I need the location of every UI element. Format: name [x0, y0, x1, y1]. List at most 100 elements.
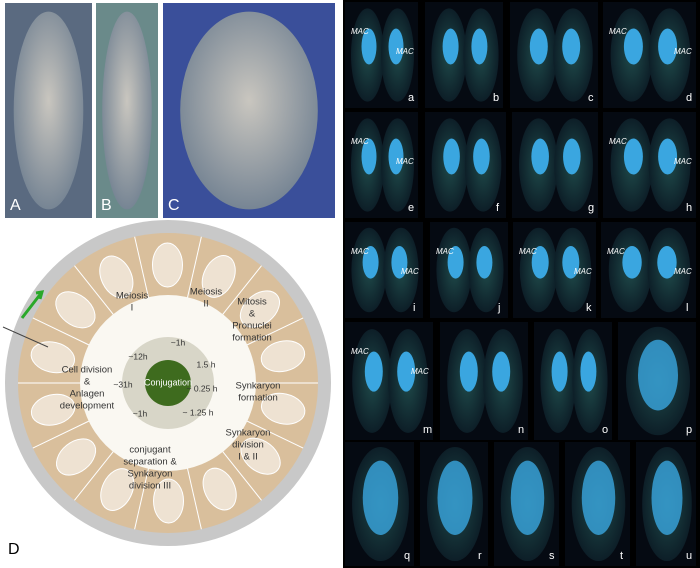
time-label: ~1h — [133, 408, 148, 418]
panel-label: j — [497, 302, 500, 314]
annotation: MAC — [436, 247, 454, 256]
stage-label: development — [60, 401, 115, 412]
time-label: ~12h — [128, 351, 147, 361]
cell-image — [180, 11, 318, 210]
nucleus — [510, 460, 545, 535]
stage-label: Synkaryon — [226, 428, 271, 439]
stage-label: Synkaryon — [128, 469, 173, 480]
nucleus — [362, 246, 379, 279]
stage-label: Anlagen — [70, 389, 105, 400]
nucleus — [580, 351, 597, 392]
cell-sketch — [260, 392, 306, 425]
nucleus — [447, 246, 464, 279]
sector-divider — [32, 317, 92, 347]
panel-label: D — [8, 541, 20, 558]
nucleus — [657, 246, 677, 279]
panel-label: C — [168, 197, 180, 214]
nucleus — [459, 351, 478, 392]
stage-label: Meiosis — [190, 287, 222, 298]
stage-label: Meiosis — [116, 291, 148, 302]
annotation: MAC — [607, 247, 625, 256]
panel-label: s — [549, 550, 555, 562]
cell-sketch — [55, 291, 96, 329]
panel-label: q — [404, 550, 410, 562]
nucleus — [388, 138, 404, 175]
panel-label: n — [518, 424, 524, 436]
nucleus — [623, 138, 643, 175]
panel-label: t — [620, 550, 623, 562]
nucleus — [622, 246, 642, 279]
stage-label: Pronuclei — [232, 321, 272, 332]
sector-divider — [244, 317, 304, 347]
nucleus — [563, 138, 581, 175]
sector-divider — [186, 236, 202, 301]
panel-label: r — [478, 550, 482, 562]
cell-sketch — [56, 438, 97, 476]
cell-sketch — [153, 478, 185, 524]
direction-arrow — [20, 290, 45, 319]
cell-sketch — [201, 255, 236, 298]
stage-label: formation — [232, 333, 272, 344]
nucleus — [442, 28, 459, 65]
nucleus — [492, 351, 511, 392]
nucleus — [361, 28, 377, 65]
center-label: Conjugation — [144, 377, 192, 387]
panel-label: d — [686, 92, 692, 104]
nucleus — [658, 138, 678, 175]
annotation: MAC — [351, 347, 369, 356]
time-label: ~ 1.25 h — [183, 407, 214, 417]
panel-label: l — [686, 302, 688, 314]
stage-label: conjugant — [129, 445, 171, 456]
panel-label: k — [586, 302, 592, 314]
nucleus — [361, 138, 377, 175]
nucleus — [658, 28, 678, 65]
nucleus — [529, 28, 548, 65]
cell-image — [102, 11, 152, 210]
nucleus — [397, 351, 416, 392]
time-label: 1.5 h — [197, 359, 216, 369]
sector-divider — [74, 265, 116, 317]
annotation: MAC — [674, 157, 692, 166]
cell-sketch — [30, 341, 76, 374]
nucleus — [388, 28, 404, 65]
annotation: MAC — [574, 267, 592, 276]
panel-label: m — [423, 424, 432, 436]
nucleus — [362, 460, 399, 535]
nucleus — [623, 28, 643, 65]
nucleus — [562, 246, 580, 279]
annotation: MAC — [351, 247, 369, 256]
cell-sketch — [30, 393, 76, 426]
panel-label: B — [101, 197, 112, 214]
center — [145, 360, 191, 406]
annotation: MAC — [519, 247, 537, 256]
panel-label: p — [686, 424, 692, 436]
annotation: MAC — [396, 157, 414, 166]
annotation: MAC — [351, 27, 369, 36]
time-label: ~31h — [113, 379, 132, 389]
cell-sketch — [151, 242, 183, 288]
panel-label: e — [408, 202, 414, 214]
nucleus — [531, 246, 549, 279]
stage-label: division — [232, 440, 264, 451]
nucleus — [638, 339, 678, 411]
sector-divider — [74, 449, 116, 501]
pointer — [2, 326, 49, 348]
stage-label: & — [84, 377, 91, 388]
stage-label: Synkaryon — [236, 381, 281, 392]
nucleus — [473, 138, 490, 175]
cell-sketch — [100, 468, 135, 511]
panel-label: o — [602, 424, 608, 436]
cell-sketch — [239, 290, 280, 328]
cell-image — [13, 11, 84, 210]
sector-divider — [220, 265, 262, 317]
annotation: MAC — [396, 47, 414, 56]
nucleus — [476, 246, 493, 279]
cell-sketch — [260, 340, 306, 373]
nucleus — [551, 351, 568, 392]
annotation: MAC — [674, 47, 692, 56]
panel-label: b — [493, 92, 499, 104]
cell-sketch — [202, 467, 237, 511]
sector-divider — [134, 465, 150, 530]
annotation: MAC — [351, 137, 369, 146]
sector-divider — [134, 236, 150, 301]
